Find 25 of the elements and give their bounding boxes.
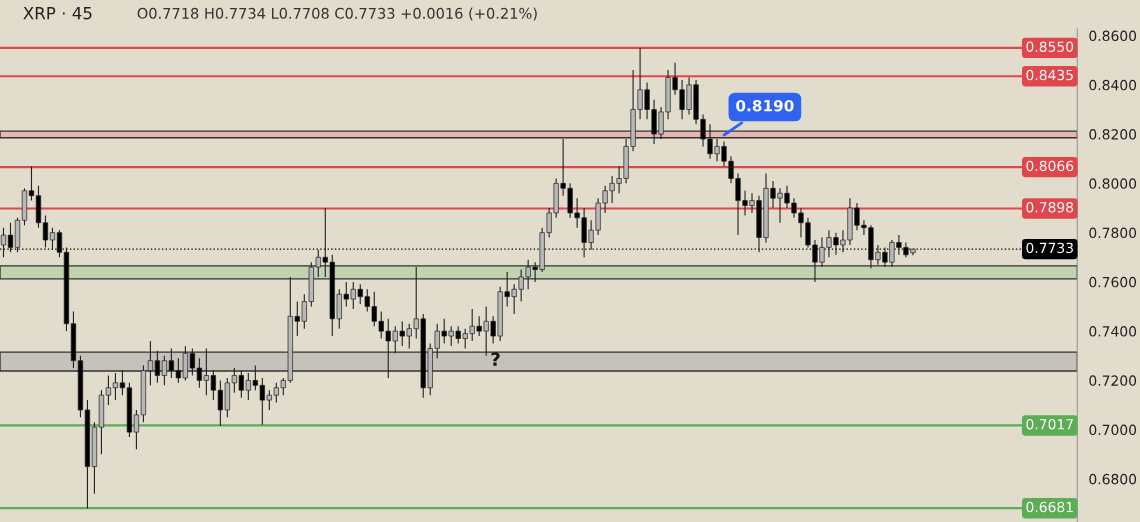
candlestick [0,227,7,258]
ref-line-label: 0.7017 [1026,418,1073,430]
ref-line-label: 0.8066 [1026,160,1074,172]
candlestick [49,227,56,251]
ref-line-label: 0.7733 [1026,242,1073,254]
y-tick-label: 0.8400 [1089,79,1137,91]
candlestick [105,374,112,406]
y-tick-label: 0.8200 [1089,129,1137,140]
candlestick [28,165,35,202]
chart-subtitle: O0.7718 H0.7734 L0.7708 C0.7733 +0.0016 (+0.21%) [137,7,537,21]
ref-line-label: 0.6681 [1026,501,1073,513]
y-tick-label: 0.7600 [1089,276,1137,288]
y-tick-label: 0.8000 [1089,178,1137,189]
y-tick-label: 0.7000 [1089,424,1137,436]
chart-title: XRP · 45 [23,7,92,20]
y-tick-label: 0.7400 [1089,326,1137,337]
ref-line-label: 0.8435 [1026,69,1073,81]
y-tick-label: 0.8600 [1089,30,1137,42]
y-tick-label: 0.6800 [1089,473,1137,485]
ref-line-label: 0.7898 [1026,202,1074,213]
annotation: 0.8190 [736,99,794,112]
annotation: ? [491,352,500,366]
y-tick-label: 0.7200 [1089,375,1137,386]
ref-line-label: 0.8550 [1026,41,1074,52]
y-tick-label: 0.7800 [1089,227,1137,239]
